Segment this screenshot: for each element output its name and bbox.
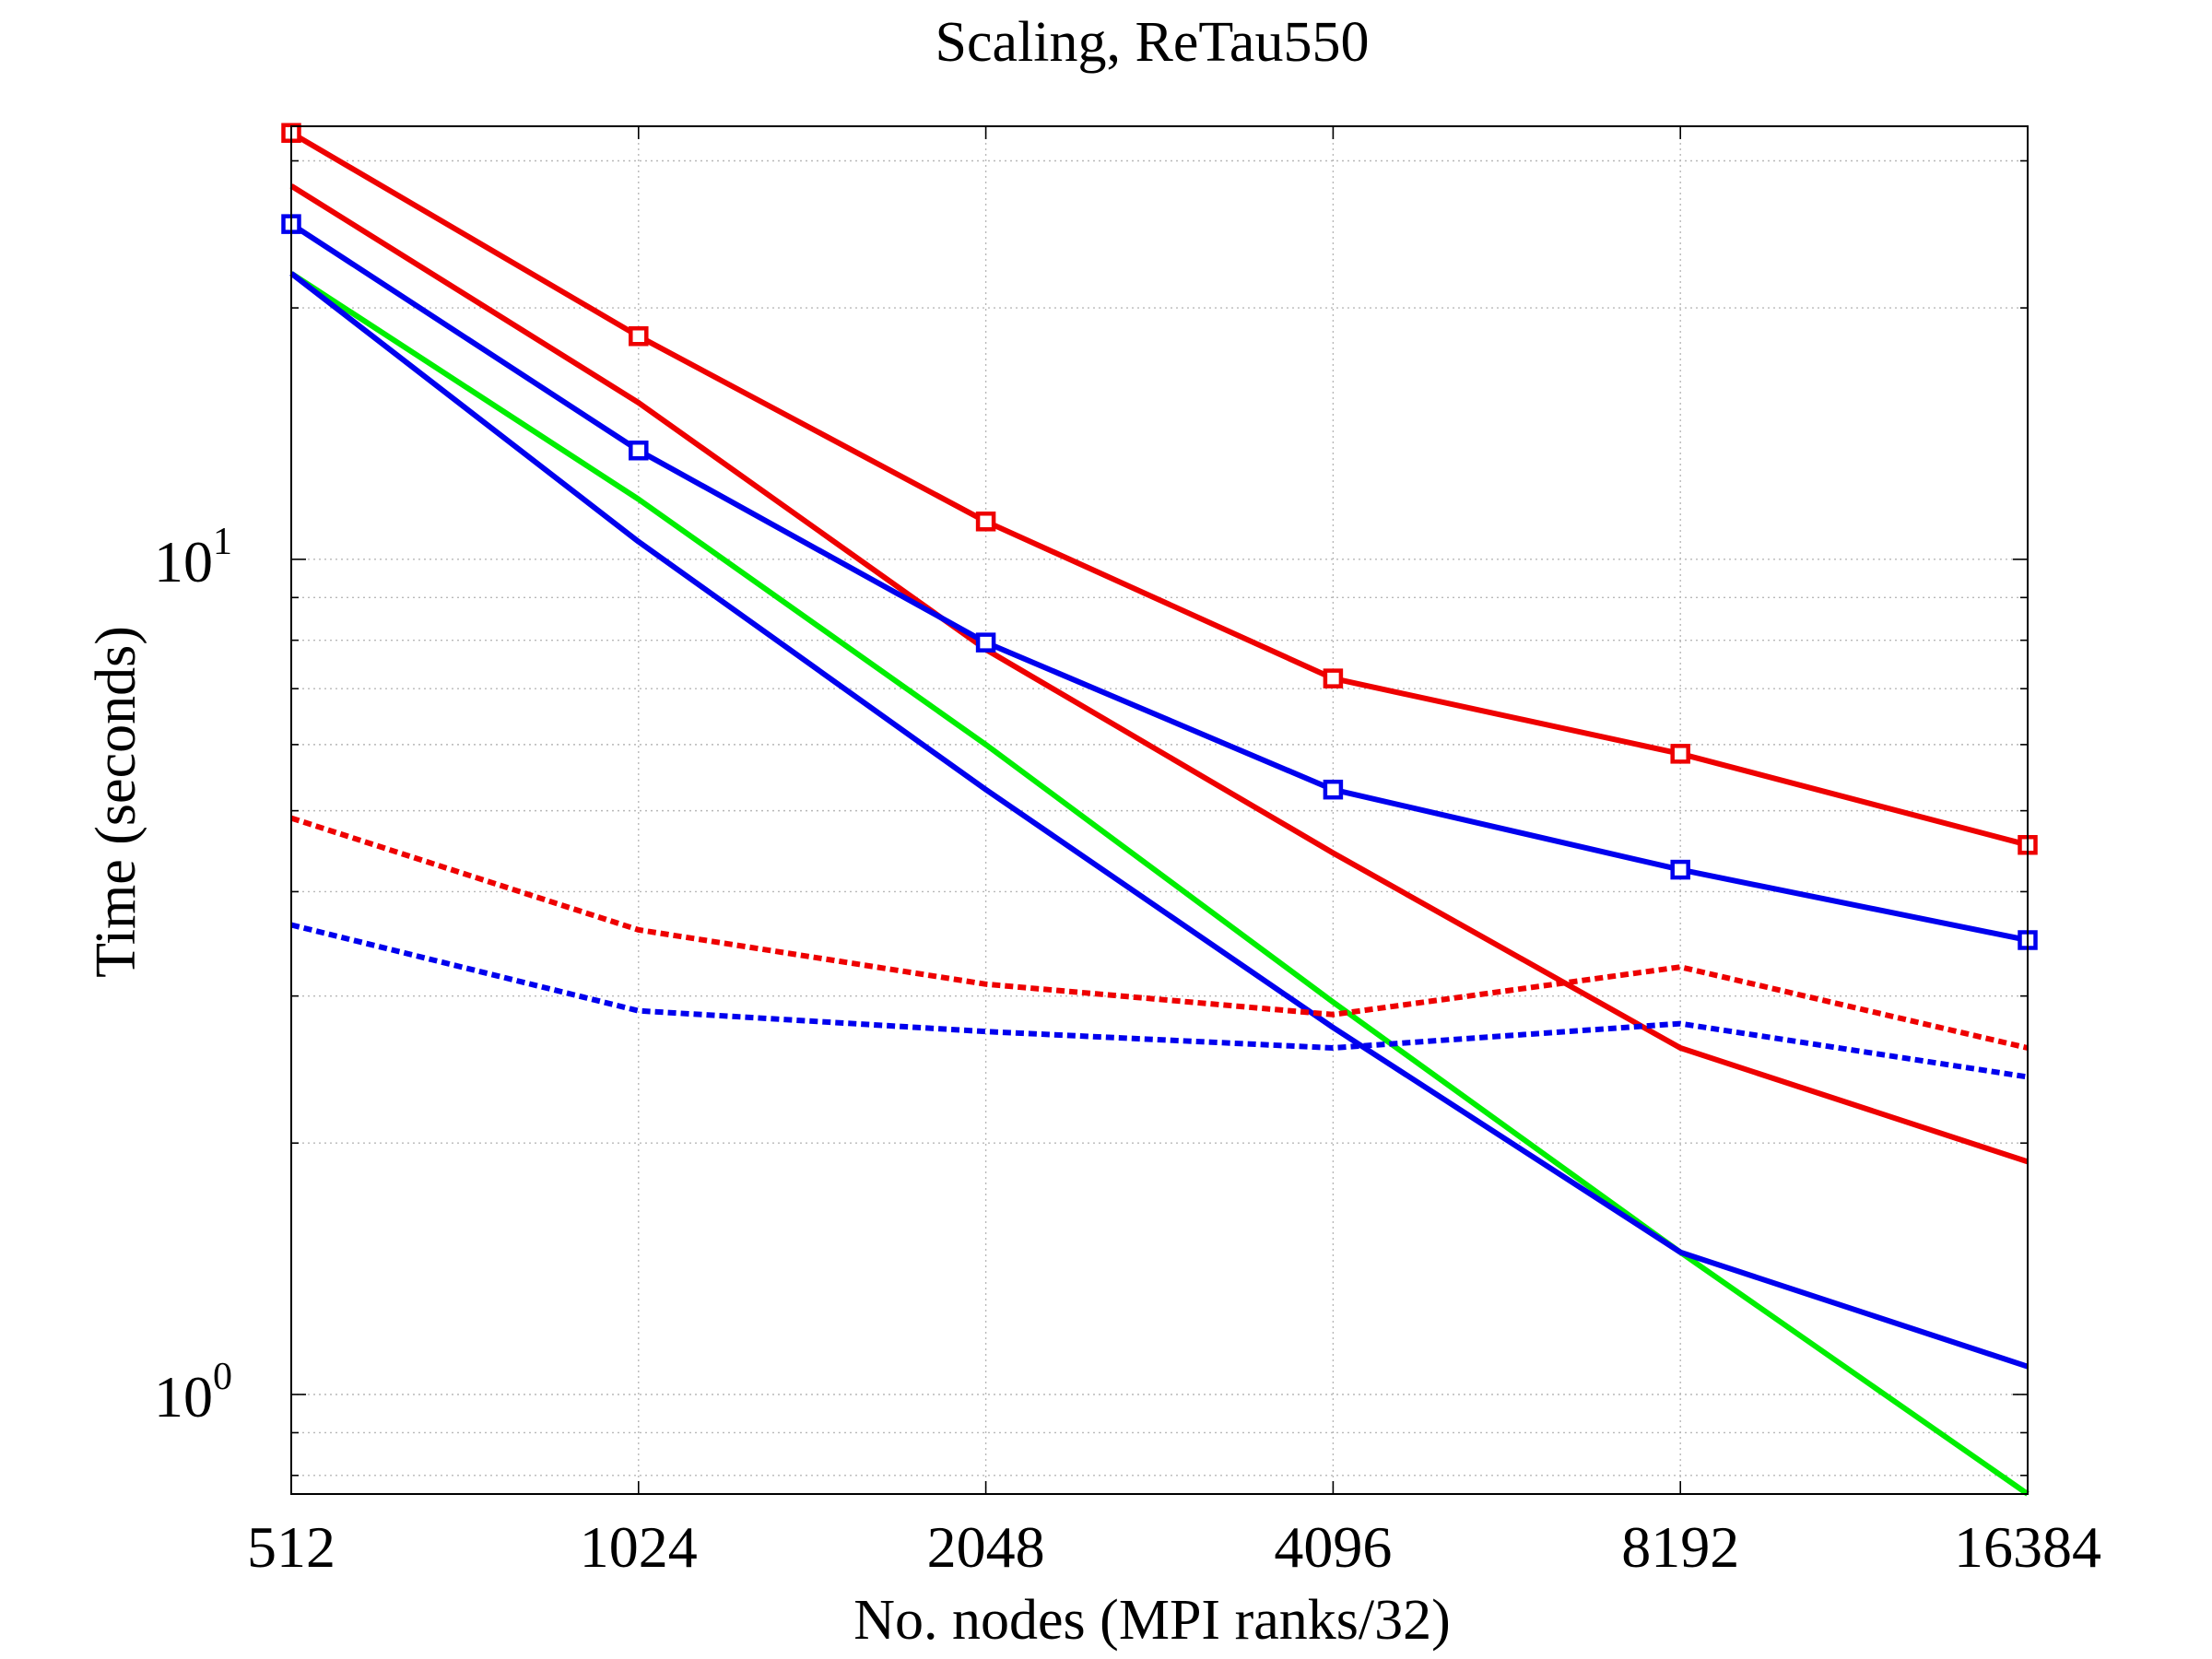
- grid: [291, 126, 2028, 1494]
- series-line: [290, 922, 2029, 1080]
- x-tick-label: 512: [247, 1514, 335, 1580]
- series-marker: [629, 326, 649, 347]
- series-marker: [1670, 859, 1690, 880]
- series-group: [281, 123, 2038, 1497]
- x-tick-label: 2048: [927, 1514, 1045, 1580]
- series-marker: [1670, 744, 1690, 764]
- series-marker: [1323, 668, 1344, 688]
- series-marker: [975, 512, 996, 532]
- x-tick-label: 8192: [1621, 1514, 1739, 1580]
- series-line: [290, 815, 2029, 1051]
- axis-ticks: [290, 126, 2029, 1494]
- chart-title: Scaling, ReTau550: [935, 11, 1370, 74]
- series-marker: [1323, 779, 1344, 800]
- y-tick-exponent: 0: [213, 1356, 232, 1398]
- series-line: [289, 271, 2030, 1497]
- x-tick-label: 4096: [1274, 1514, 1392, 1580]
- series-line: [289, 271, 2029, 1370]
- y-axis-label: Time (seconds): [85, 626, 147, 978]
- series-line: [289, 130, 2029, 848]
- x-tick-label: 1024: [580, 1514, 698, 1580]
- series-marker: [629, 440, 649, 461]
- series-line: [289, 183, 2029, 1165]
- x-tick-label: 16384: [1954, 1514, 2101, 1580]
- series-line: [289, 221, 2029, 943]
- y-tick-exponent: 1: [213, 521, 232, 563]
- x-axis-label: No. nodes (MPI ranks/32): [853, 1589, 1451, 1652]
- series-marker: [975, 632, 996, 653]
